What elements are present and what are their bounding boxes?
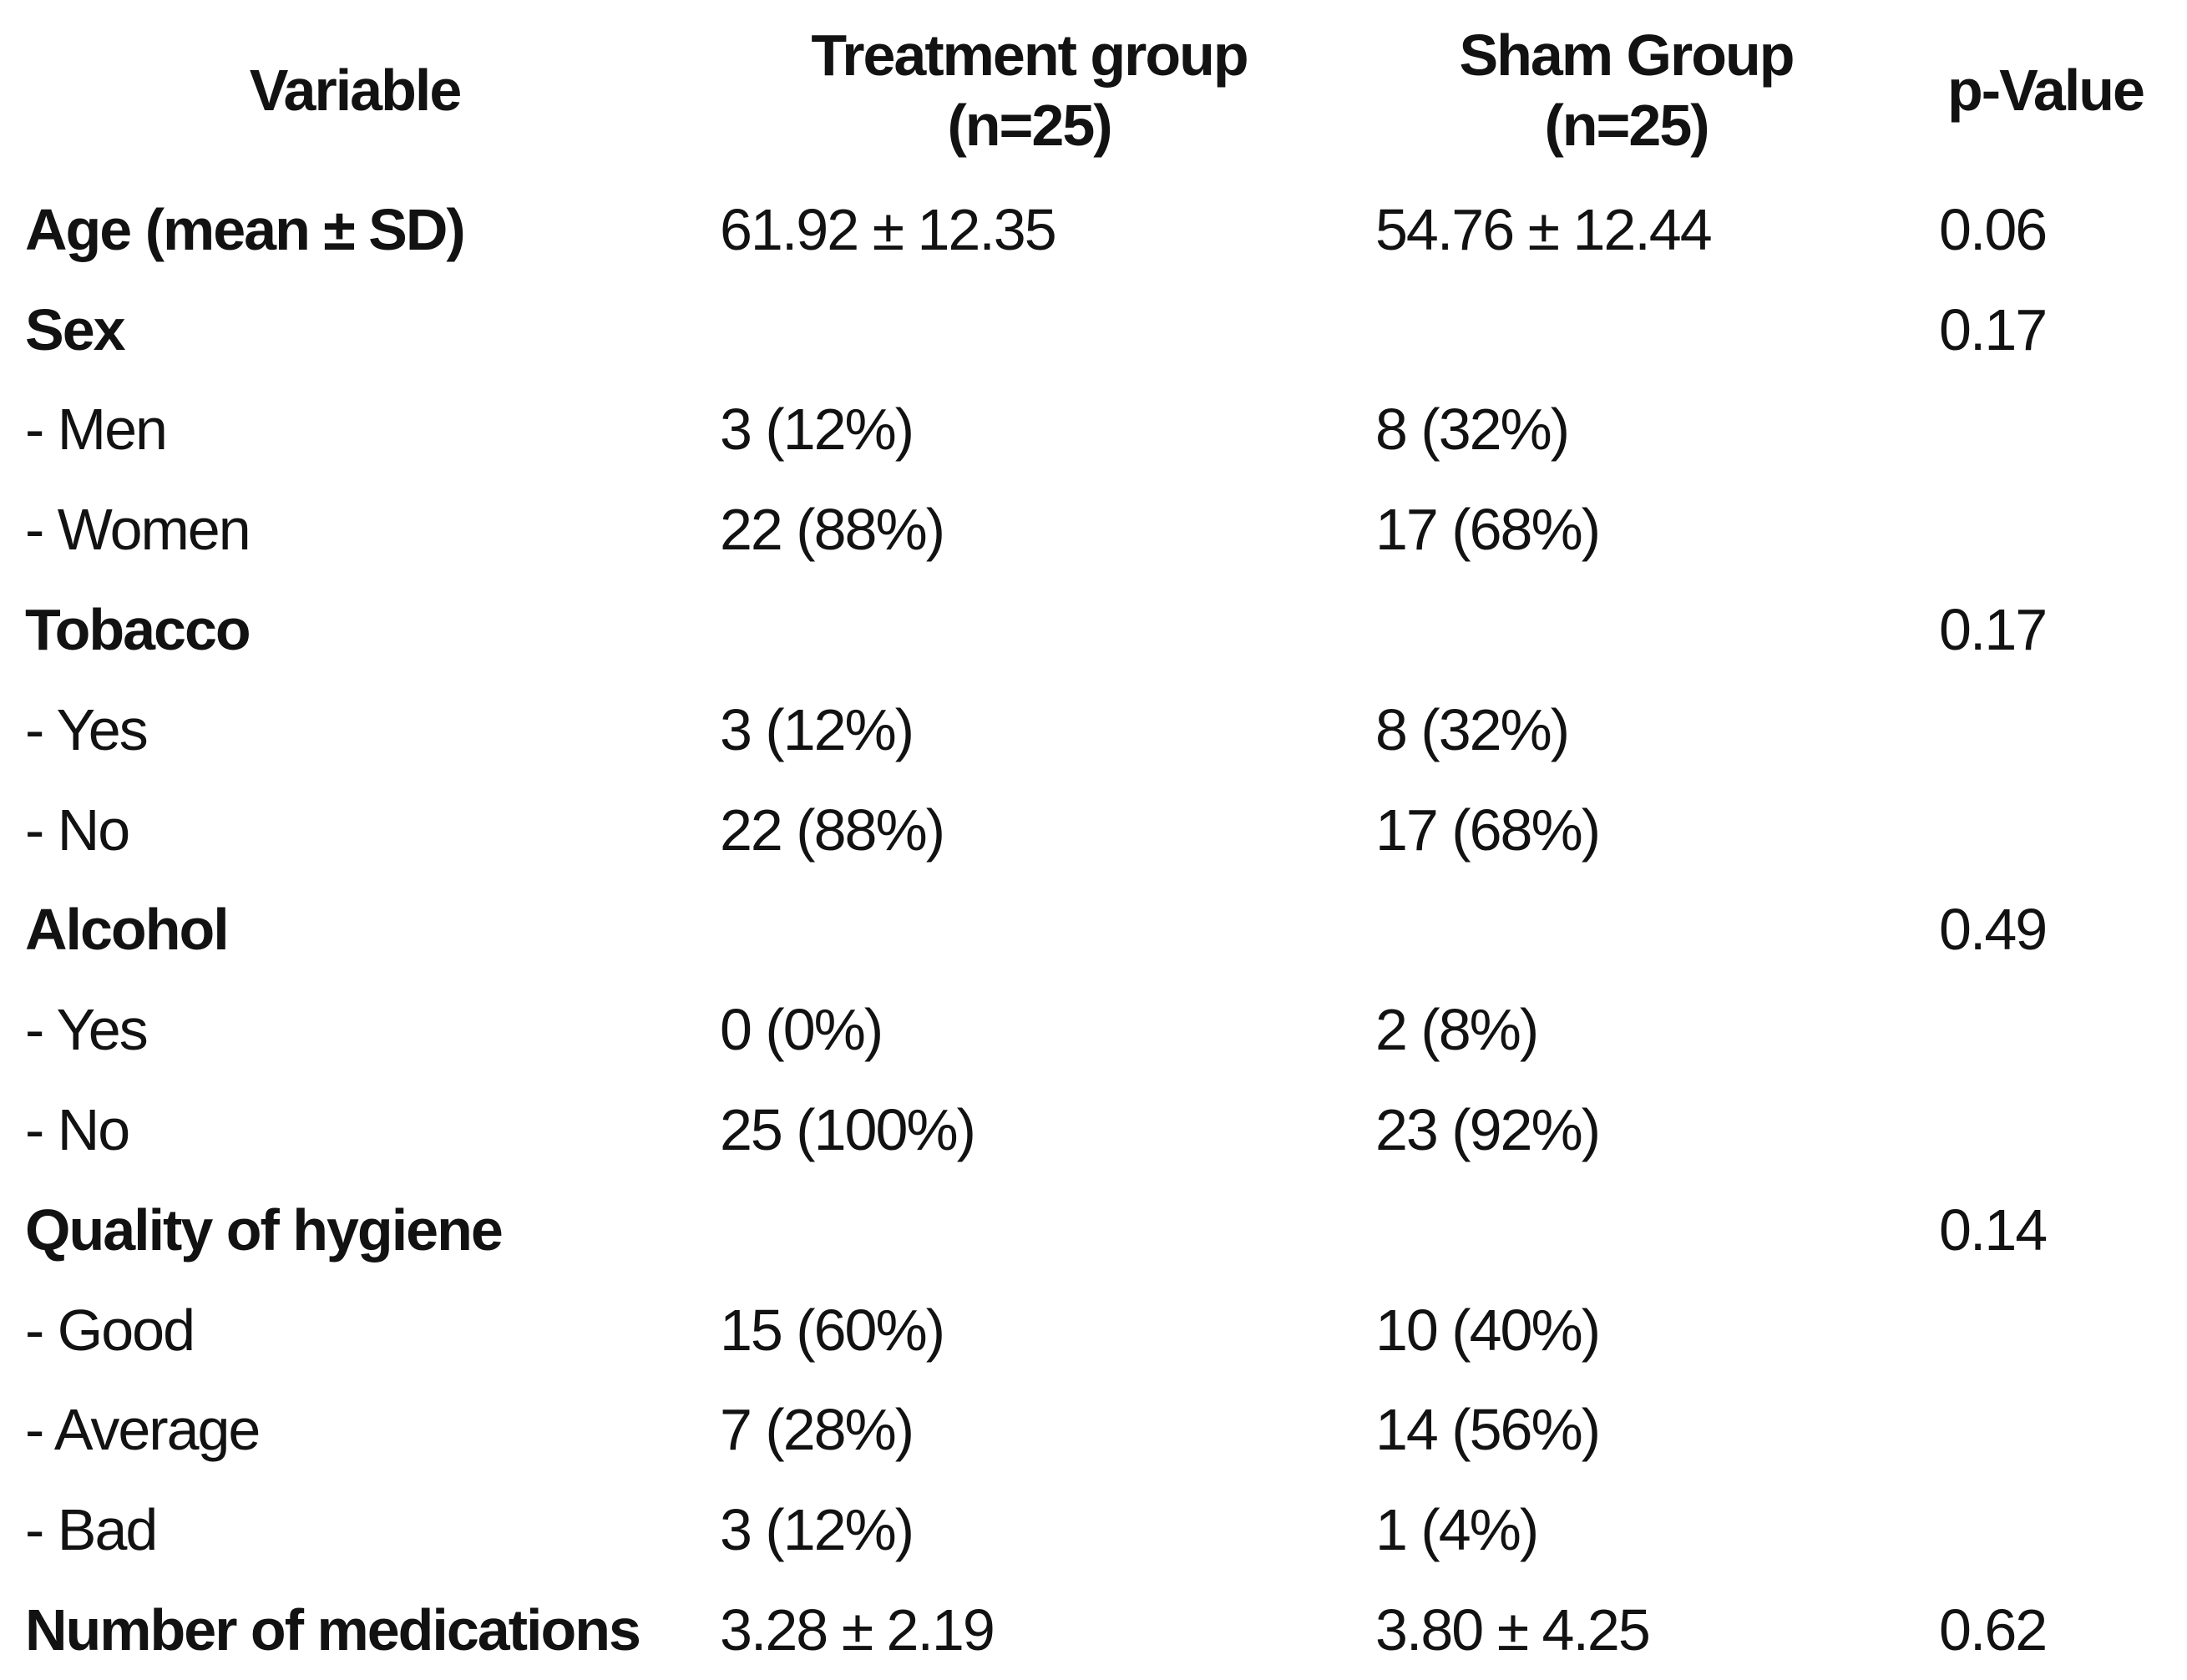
pvalue-cell: 0.62	[1939, 1597, 2048, 1663]
variable-cell: - No	[25, 797, 130, 863]
treatment-cell: 0 (0%)	[720, 997, 883, 1063]
table-row: - Men 3 (12%) 8 (32%)	[0, 380, 2187, 480]
pvalue-cell: 0.14	[1939, 1197, 2048, 1263]
treatment-cell	[710, 1180, 1349, 1280]
col-header-treatment-group-n: (n=25)	[947, 92, 1112, 158]
sham-cell: 3.80 ± 4.25	[1375, 1597, 1651, 1663]
pvalue-cell	[1904, 780, 2187, 880]
pvalue-cell	[1904, 979, 2187, 1080]
treatment-cell	[710, 579, 1349, 680]
treatment-cell: 7 (28%)	[720, 1397, 914, 1463]
variable-cell: - Bad	[25, 1497, 158, 1563]
sham-cell: 54.76 ± 12.44	[1375, 196, 1713, 262]
pvalue-cell	[1904, 1380, 2187, 1480]
pvalue-cell: 0.17	[1939, 296, 2048, 362]
pvalue-cell	[1904, 680, 2187, 780]
treatment-cell: 25 (100%)	[720, 1097, 976, 1163]
treatment-cell: 3 (12%)	[720, 696, 914, 762]
pvalue-cell	[1904, 1280, 2187, 1380]
treatment-cell	[710, 280, 1349, 380]
treatment-cell: 22 (88%)	[720, 797, 945, 863]
sham-cell	[1349, 280, 1904, 380]
col-header-sham-group-label: Sham Group	[1459, 22, 1795, 88]
table-row: - Yes 3 (12%) 8 (32%)	[0, 680, 2187, 780]
table-body: Age (mean ± SD) 61.92 ± 12.35 54.76 ± 12.4…	[0, 180, 2187, 1680]
sham-cell: 8 (32%)	[1375, 696, 1570, 762]
pvalue-cell	[1904, 1080, 2187, 1180]
col-header-pvalue: p-Value	[1904, 0, 2187, 180]
table-row: - Women 22 (88%) 17 (68%)	[0, 479, 2187, 579]
variable-cell: Alcohol	[25, 897, 230, 963]
variable-cell: - Yes	[25, 997, 149, 1063]
pvalue-cell: 0.49	[1939, 897, 2048, 963]
variable-cell: Tobacco	[25, 597, 251, 663]
variable-cell: Sex	[25, 296, 126, 362]
pvalue-cell	[1904, 479, 2187, 579]
sham-cell: 17 (68%)	[1375, 797, 1601, 863]
pvalue-cell	[1904, 380, 2187, 480]
table-row: - Bad 3 (12%) 1 (4%)	[0, 1480, 2187, 1580]
variable-cell: - Yes	[25, 696, 149, 762]
variable-cell: Number of medications	[25, 1597, 641, 1663]
treatment-cell	[710, 880, 1349, 980]
sham-cell	[1349, 579, 1904, 680]
col-header-variable: Variable	[0, 0, 710, 180]
treatment-cell: 61.92 ± 12.35	[720, 196, 1057, 262]
variable-cell: - Men	[25, 397, 168, 463]
treatment-cell: 3 (12%)	[720, 1497, 914, 1563]
sham-cell: 10 (40%)	[1375, 1297, 1601, 1363]
pvalue-cell: 0.17	[1939, 597, 2048, 663]
table-row: - Average 7 (28%) 14 (56%)	[0, 1380, 2187, 1480]
variable-cell: - Good	[25, 1297, 195, 1363]
sham-cell	[1349, 1180, 1904, 1280]
variable-cell: - Women	[25, 497, 251, 563]
treatment-cell: 15 (60%)	[720, 1297, 945, 1363]
table-row: Tobacco 0.17	[0, 579, 2187, 680]
table-row: - No 22 (88%) 17 (68%)	[0, 780, 2187, 880]
table-row: Age (mean ± SD) 61.92 ± 12.35 54.76 ± 12.4…	[0, 180, 2187, 280]
sham-cell: 17 (68%)	[1375, 497, 1601, 563]
table-row: - No 25 (100%) 23 (92%)	[0, 1080, 2187, 1180]
variable-cell: Age (mean ± SD)	[25, 196, 466, 262]
treatment-cell: 3.28 ± 2.19	[720, 1597, 995, 1663]
pvalue-cell	[1904, 1480, 2187, 1580]
col-header-sham-group-n: (n=25)	[1544, 92, 1709, 158]
table-row: Sex 0.17	[0, 280, 2187, 380]
col-header-treatment-group-label: Treatment group	[811, 22, 1248, 88]
sham-cell: 8 (32%)	[1375, 397, 1570, 463]
sham-cell: 2 (8%)	[1375, 997, 1539, 1063]
sham-cell	[1349, 880, 1904, 980]
col-header-treatment-group: Treatment group (n=25)	[710, 0, 1349, 180]
sham-cell: 23 (92%)	[1375, 1097, 1601, 1163]
col-header-sham-group: Sham Group (n=25)	[1349, 0, 1904, 180]
table-row: Number of medications 3.28 ± 2.19 3.80 ± 4…	[0, 1580, 2187, 1680]
variable-cell: - Average	[25, 1397, 261, 1463]
table-row: Alcohol 0.49	[0, 880, 2187, 980]
sham-cell: 1 (4%)	[1375, 1497, 1539, 1563]
variable-cell: Quality of hygiene	[25, 1197, 504, 1263]
treatment-cell: 3 (12%)	[720, 397, 914, 463]
pvalue-cell: 0.06	[1939, 196, 2048, 262]
treatment-cell: 22 (88%)	[720, 497, 945, 563]
table-row: Quality of hygiene 0.14	[0, 1180, 2187, 1280]
table-row: - Good 15 (60%) 10 (40%)	[0, 1280, 2187, 1380]
col-header-pvalue-label: p-Value	[1947, 57, 2145, 123]
variable-cell: - No	[25, 1097, 130, 1163]
col-header-variable-label: Variable	[249, 57, 463, 123]
sham-cell: 14 (56%)	[1375, 1397, 1601, 1463]
header-row: Variable Treatment group (n=25) Sham Gro…	[0, 0, 2187, 180]
table-row: - Yes 0 (0%) 2 (8%)	[0, 979, 2187, 1080]
